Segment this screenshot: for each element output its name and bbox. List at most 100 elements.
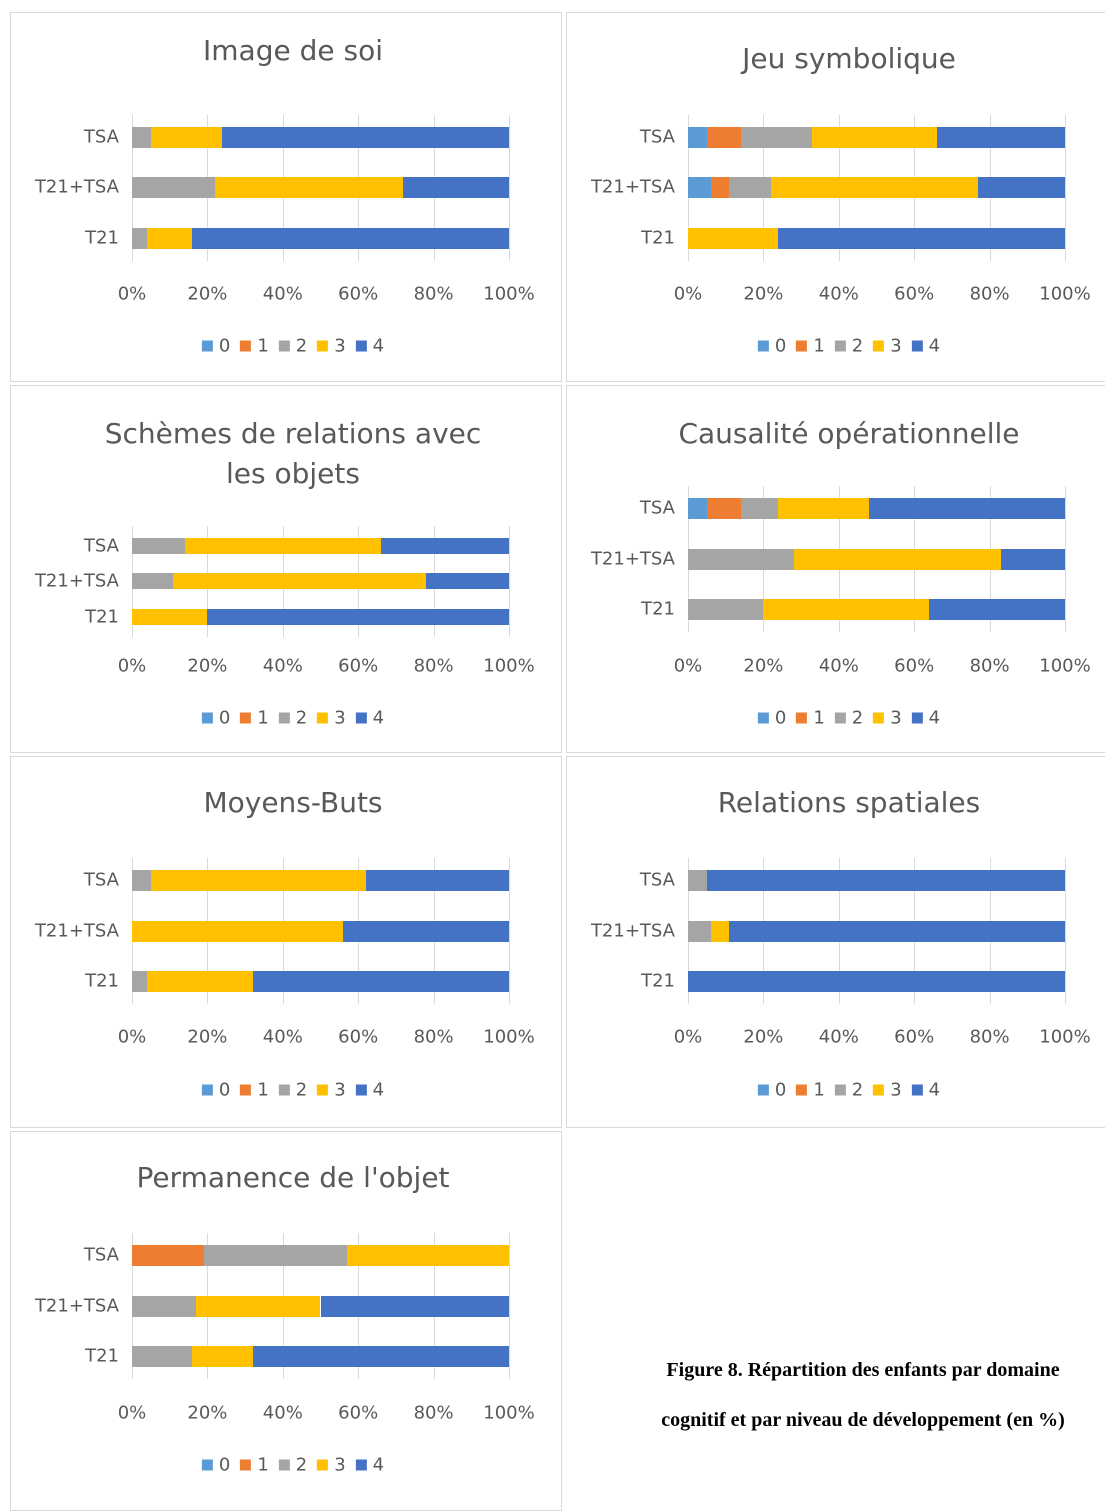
x-tick-label: 20% — [187, 1402, 228, 1424]
legend-item: 1 — [240, 708, 269, 729]
x-tick-label: 40% — [818, 1026, 859, 1048]
legend-label: 4 — [372, 335, 385, 357]
legend-label: 2 — [851, 335, 864, 357]
bar-segment — [688, 126, 707, 148]
x-tick-label: 100% — [1039, 1026, 1091, 1048]
legend-label: 0 — [218, 1454, 231, 1476]
bar-segment — [132, 126, 151, 148]
legend-swatch — [201, 1459, 213, 1471]
x-tick-label: 0% — [117, 1402, 147, 1424]
chart-title: Relations spatiales — [717, 786, 981, 819]
x-tick-label: 60% — [338, 283, 379, 305]
bar-segment — [184, 538, 381, 554]
bar-segment — [150, 869, 366, 891]
legend-item: 2 — [278, 708, 307, 729]
bar-segment — [740, 126, 813, 148]
bar-segment — [132, 176, 215, 198]
legend-swatch — [873, 1084, 885, 1096]
legend-label: 3 — [890, 707, 902, 729]
legend-label: 0 — [218, 1079, 231, 1101]
x-tick-label: 0% — [673, 1026, 703, 1048]
x-tick-label: 40% — [818, 655, 859, 677]
legend-swatch — [796, 1084, 808, 1096]
y-tick-label: TSA — [639, 126, 675, 148]
chart-title: Moyens-Buts — [203, 786, 383, 819]
legend-item: 4 — [911, 336, 940, 357]
bar-segment — [763, 598, 930, 620]
bar-segment — [706, 869, 1065, 891]
grid-line — [1065, 114, 1066, 261]
legend-item: 2 — [834, 708, 863, 729]
legend-item: 1 — [796, 336, 825, 357]
bar-segment — [252, 1345, 509, 1367]
bar-segment — [706, 126, 741, 148]
bar-segment — [132, 1345, 193, 1367]
x-tick-label: 80% — [969, 1026, 1010, 1048]
y-tick-label: T21 — [641, 970, 675, 992]
bar-segment — [203, 1244, 347, 1266]
bar-segment — [173, 573, 427, 589]
bar-segment — [132, 227, 148, 249]
x-tick-label: 80% — [413, 283, 454, 305]
x-tick-label: 60% — [338, 1026, 379, 1048]
x-tick-label: 100% — [483, 1026, 535, 1048]
legend: 0 1 2 3 4 — [757, 707, 940, 729]
x-tick-label: 20% — [743, 655, 784, 677]
bar-segment — [688, 920, 711, 942]
x-tick-label: 60% — [894, 1026, 935, 1048]
y-tick-label: T21 — [85, 227, 119, 249]
bar-segment — [380, 538, 509, 554]
legend-label: 3 — [334, 335, 346, 357]
legend: 0 1 2 3 4 — [201, 1079, 384, 1101]
legend-item: 1 — [240, 1455, 269, 1476]
legend-swatch — [834, 1084, 846, 1096]
x-tick-label: 100% — [483, 283, 535, 305]
bar-segment — [132, 573, 174, 589]
y-tick-label: T21+TSA — [34, 920, 119, 942]
legend-label: 1 — [257, 1079, 269, 1101]
x-tick-label: 80% — [969, 283, 1010, 305]
x-tick-label: 60% — [894, 283, 935, 305]
bar-segment — [196, 1295, 321, 1317]
legend-swatch — [317, 340, 329, 352]
legend-swatch — [873, 340, 885, 352]
bar-segment — [936, 126, 1065, 148]
caption-line: cognitif et par niveau de développement … — [661, 1409, 1065, 1431]
legend-label: 3 — [890, 1079, 902, 1101]
bar-segment — [132, 970, 148, 992]
x-tick-label: 0% — [117, 655, 147, 677]
y-tick-label: TSA — [83, 126, 119, 148]
y-tick-label: TSA — [83, 869, 119, 891]
bar-segment — [688, 176, 711, 198]
bar-segment — [214, 176, 404, 198]
chart-title: Permanence de l'objet — [136, 1161, 450, 1194]
x-tick-label: 100% — [1039, 655, 1091, 677]
legend-swatch — [278, 1084, 290, 1096]
legend-item: 2 — [278, 1454, 308, 1476]
chart-panel: Relations spatiales 0% 20% 40% 60% 80% 100% TSA… — [566, 756, 1105, 1128]
y-tick-label: T21+TSA — [590, 176, 675, 198]
legend-label: 2 — [295, 1454, 308, 1476]
legend-swatch — [355, 1459, 367, 1471]
x-tick-label: 60% — [894, 655, 935, 677]
x-tick-label: 40% — [818, 283, 859, 305]
legend-item: 1 — [240, 335, 269, 357]
bar-segment — [688, 598, 764, 620]
legend-item: 3 — [873, 707, 902, 729]
chart-panel: Causalité opérationnelle 0% 20% 40% 60% 80% 10… — [566, 385, 1105, 753]
legend-swatch — [834, 340, 846, 352]
bar-segment — [706, 497, 741, 519]
legend-item: 1 — [796, 1080, 825, 1101]
y-tick-label: TSA — [639, 869, 675, 891]
x-tick-label: 20% — [743, 1026, 784, 1048]
legend: 0 1 2 3 4 — [201, 708, 384, 729]
y-tick-label: TSA — [83, 1244, 119, 1266]
bar-segment — [929, 598, 1065, 620]
grid-line — [1065, 857, 1066, 1004]
legend-swatch — [278, 340, 290, 352]
legend-item: 4 — [355, 335, 385, 357]
legend-label: 1 — [257, 335, 269, 357]
legend-label: 2 — [295, 1079, 308, 1101]
legend-swatch — [757, 712, 769, 724]
